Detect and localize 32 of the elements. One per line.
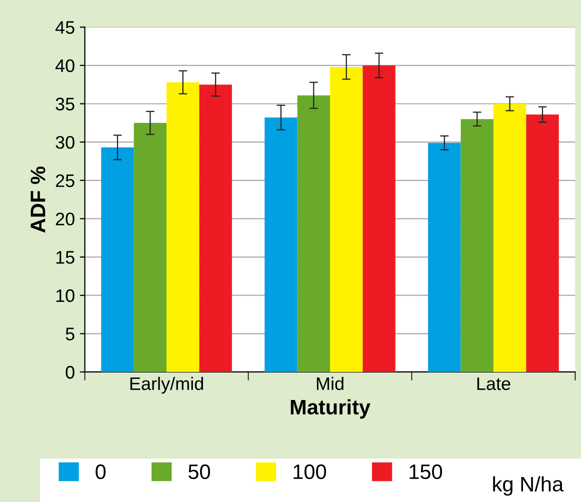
bar: [526, 114, 559, 372]
y-tick-label: 45: [55, 21, 74, 34]
bar: [134, 122, 167, 372]
bar: [460, 119, 494, 372]
bar: [297, 95, 330, 372]
x-tick-label: Late: [477, 378, 510, 390]
legend-label: 50: [188, 464, 210, 480]
y-tick-label: 0: [66, 366, 74, 379]
legend-label: 150: [410, 464, 442, 480]
y-tick-label: 30: [56, 136, 74, 149]
y-tick-label: 35: [56, 98, 74, 110]
y-tick-label: 10: [56, 289, 74, 302]
bar: [199, 84, 232, 372]
bar: [428, 142, 461, 372]
bar: [330, 66, 363, 372]
y-axis-title: ADF %: [30, 166, 46, 233]
bar: [101, 147, 134, 372]
x-tick-label: Mid: [316, 376, 344, 390]
legend-label: 0: [96, 464, 106, 480]
y-tick-label: 20: [56, 212, 74, 226]
bar: [493, 104, 526, 372]
x-axis-title: Maturity: [290, 399, 370, 419]
y-tick-label: 25: [56, 174, 74, 188]
bar: [362, 65, 396, 372]
bar: [264, 118, 298, 372]
legend-title: kg N/ha: [493, 476, 564, 496]
legend-label: 100: [294, 464, 326, 480]
y-tick-label: 15: [56, 251, 74, 264]
bar: [166, 82, 200, 372]
y-tick-label: 5: [66, 328, 74, 340]
x-tick-label: Early/mid: [130, 376, 204, 394]
y-tick-label: 40: [55, 59, 74, 72]
